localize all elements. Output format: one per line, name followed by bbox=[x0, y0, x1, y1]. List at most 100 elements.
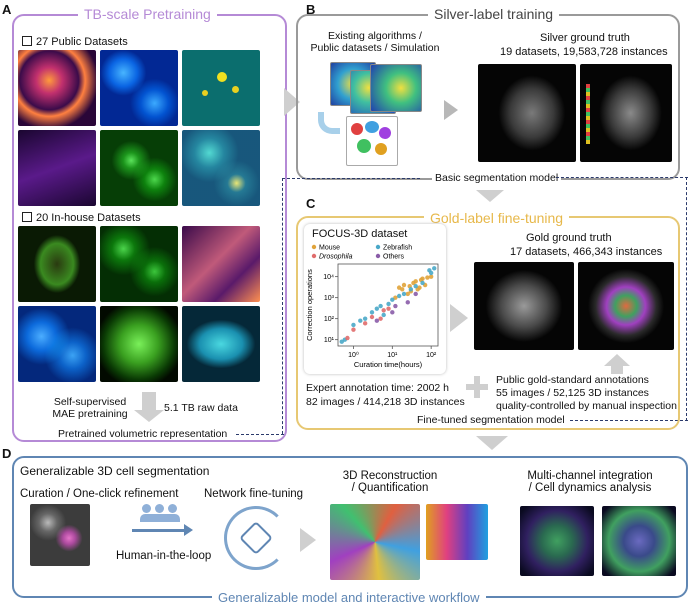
public-image-6 bbox=[182, 130, 260, 206]
data-point-zebrafish bbox=[390, 297, 395, 302]
dashed-line-a-right bbox=[236, 434, 284, 435]
silver-gt-raw-image bbox=[478, 64, 576, 162]
curved-arrow-icon bbox=[318, 112, 340, 134]
legend-label-others: Others bbox=[383, 254, 405, 261]
inhouse-image-1 bbox=[18, 226, 96, 302]
data-point-others bbox=[374, 318, 380, 323]
data-point-drosophila bbox=[381, 308, 386, 313]
dashed-line-a-up bbox=[282, 178, 283, 434]
panel-d-title: Generalizable 3D cell segmentation bbox=[20, 464, 210, 478]
data-point-zebrafish bbox=[374, 306, 380, 311]
panel-c-letter: C bbox=[306, 196, 316, 211]
right-arrow-icon bbox=[132, 529, 186, 532]
data-point-zebrafish bbox=[362, 316, 368, 321]
users-icon bbox=[140, 504, 180, 522]
inhouse-image-4 bbox=[18, 306, 96, 382]
panel-d-letter: D bbox=[2, 446, 12, 461]
hitl-label: Human-in-the-loop bbox=[116, 550, 212, 562]
public-gold-line1: Public gold-standard annotations bbox=[496, 374, 649, 386]
multichannel-image-1 bbox=[520, 506, 594, 576]
dashed-line-c-in bbox=[570, 420, 688, 421]
silver-gt-stats: 19 datasets, 19,583,728 instances bbox=[500, 46, 668, 58]
data-point-others bbox=[405, 300, 410, 305]
reconstruction-image bbox=[330, 504, 420, 580]
public-image-2 bbox=[100, 50, 178, 126]
data-point-drosophila bbox=[362, 321, 368, 326]
inhouse-image-2 bbox=[100, 226, 178, 302]
panel-d-footer: Generalizable model and interactive work… bbox=[212, 590, 486, 605]
data-point-zebrafish bbox=[432, 266, 437, 271]
expert-time-label: Expert annotation time: 2002 h bbox=[306, 382, 450, 394]
network-cycle-icon bbox=[224, 506, 288, 570]
data-point-zebrafish bbox=[420, 280, 425, 286]
legend-label-drosophila: Drosophila bbox=[319, 254, 353, 261]
gold-gt-title: Gold ground truth bbox=[526, 232, 612, 244]
data-point-others bbox=[413, 291, 418, 297]
panel-c-title: Gold-label fine-tuning bbox=[424, 210, 570, 226]
y-tick-label: 10³ bbox=[324, 295, 335, 302]
data-point-zebrafish bbox=[369, 310, 375, 315]
data-point-drosophila bbox=[345, 335, 350, 341]
plot-frame bbox=[337, 263, 439, 347]
right-arrow-icon bbox=[300, 528, 316, 552]
up-arrow-icon bbox=[604, 354, 630, 366]
down-arrow-head-icon bbox=[134, 410, 164, 422]
data-point-others bbox=[393, 303, 398, 309]
legend-label-zebrafish: Zebrafish bbox=[383, 245, 412, 252]
legend-marker-mouse bbox=[311, 244, 317, 250]
right-arrow-icon bbox=[450, 304, 468, 332]
x-tick-label: 10² bbox=[426, 352, 437, 359]
data-point-zebrafish bbox=[351, 322, 356, 328]
panel-b-letter: B bbox=[306, 2, 316, 17]
y-tick-label: 10⁴ bbox=[323, 274, 334, 281]
public-image-4 bbox=[18, 130, 96, 206]
data-point-drosophila bbox=[386, 306, 391, 311]
right-arrow-head-icon bbox=[184, 524, 193, 536]
expert-counts-label: 82 images / 414,218 3D instances bbox=[306, 396, 465, 408]
x-tick-label: 10¹ bbox=[387, 352, 398, 359]
x-tick-label: 10⁰ bbox=[348, 351, 359, 359]
public-image-5 bbox=[100, 130, 178, 206]
x-axis-label: Curation time(hours) bbox=[354, 360, 423, 369]
data-point-zebrafish bbox=[408, 287, 414, 292]
curation-image bbox=[30, 504, 90, 566]
panel-a-letter: A bbox=[2, 2, 12, 17]
legend-label-mouse: Mouse bbox=[319, 245, 340, 252]
silver-gt-label-image bbox=[580, 64, 672, 162]
data-point-others bbox=[390, 310, 395, 315]
chart-title: FOCUS-3D dataset bbox=[312, 228, 408, 240]
data-point-zebrafish bbox=[386, 301, 391, 307]
raw-data-label: 5.1 TB raw data bbox=[164, 402, 238, 414]
inhouse-image-6 bbox=[182, 306, 260, 382]
data-point-zebrafish bbox=[401, 291, 407, 297]
plus-icon-vertical bbox=[474, 376, 480, 398]
data-point-mouse bbox=[428, 274, 434, 279]
y-axis-label: Correction operations bbox=[305, 269, 314, 341]
down-arrow-icon bbox=[142, 392, 156, 412]
panel-a-title: TB-scale Pretraining bbox=[78, 6, 217, 22]
data-point-zebrafish bbox=[396, 293, 402, 299]
data-point-zebrafish bbox=[427, 268, 432, 273]
curation-label: Curation / One-click refinement bbox=[20, 488, 179, 500]
data-point-mouse bbox=[411, 280, 416, 286]
mae-pretraining-label: Self-supervised MAE pretraining bbox=[52, 396, 128, 420]
data-point-zebrafish bbox=[378, 303, 383, 309]
legend-marker-zebrafish bbox=[375, 244, 381, 250]
quantification-image bbox=[426, 504, 488, 560]
data-point-drosophila bbox=[351, 327, 356, 332]
data-point-zebrafish bbox=[358, 318, 363, 323]
square-bullet-icon bbox=[22, 212, 32, 222]
label-map-image bbox=[346, 116, 398, 166]
public-image-1 bbox=[18, 50, 96, 126]
square-bullet-icon bbox=[22, 36, 32, 46]
finetuned-model-label: Fine-tuned segmentation model bbox=[414, 414, 568, 426]
public-datasets-header: 27 Public Datasets bbox=[22, 36, 128, 48]
data-point-mouse bbox=[425, 275, 430, 280]
dashed-line-a-top bbox=[282, 178, 420, 179]
legend-marker-drosophila bbox=[311, 253, 317, 259]
public-gold-line2: 55 images / 52,125 3D instances bbox=[496, 387, 649, 399]
data-point-zebrafish bbox=[413, 284, 418, 289]
data-point-drosophila bbox=[369, 314, 375, 320]
inhouse-image-5 bbox=[100, 306, 178, 382]
up-arrow-stem bbox=[611, 366, 623, 374]
